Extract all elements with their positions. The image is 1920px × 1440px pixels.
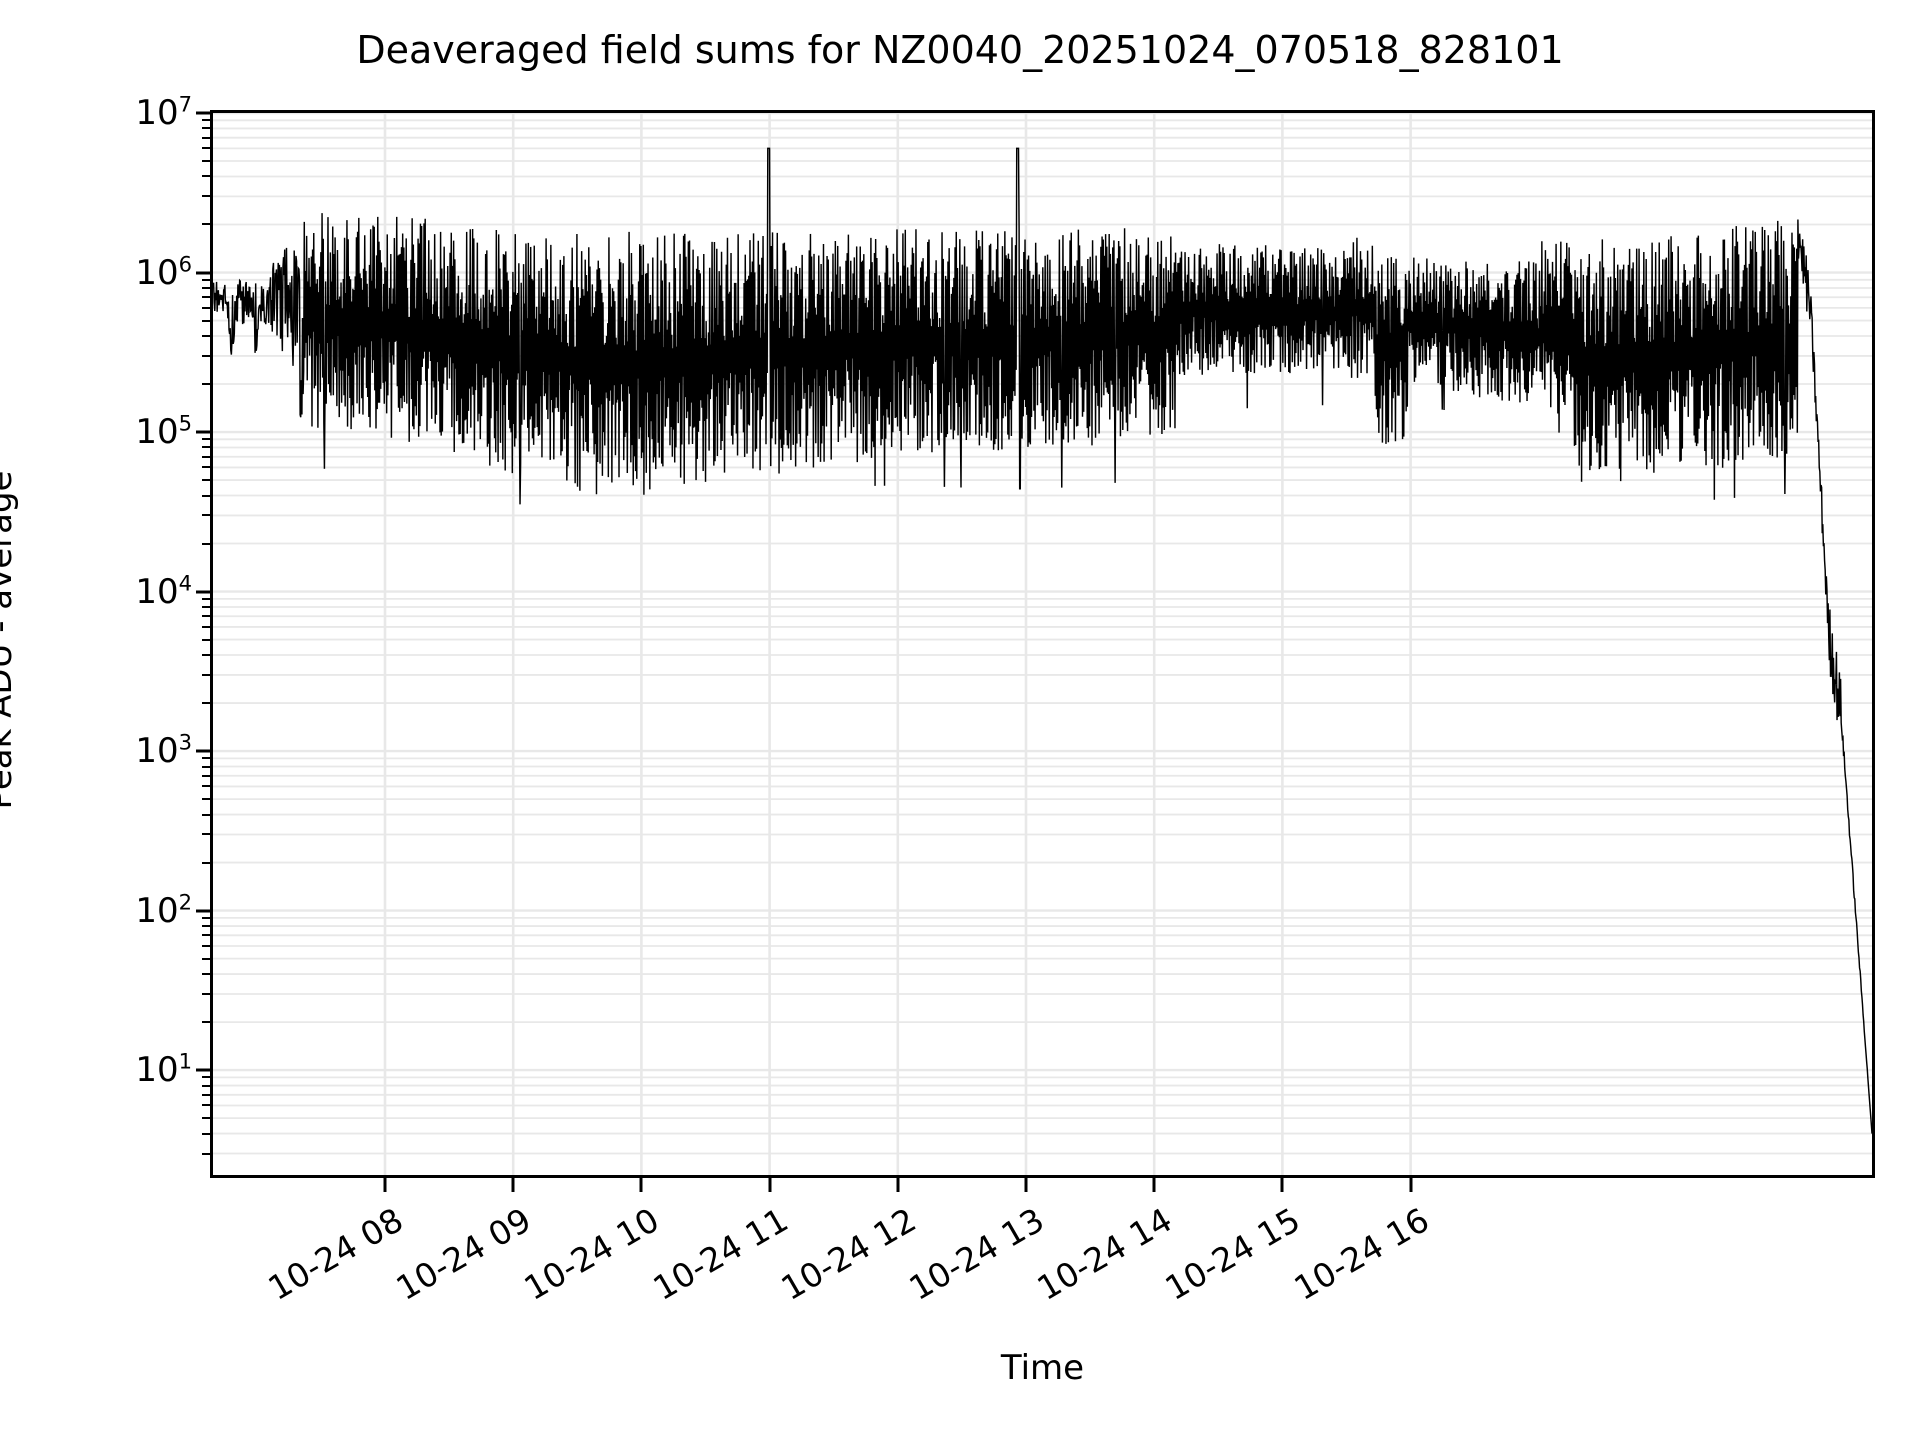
y-tick-minor-mark [202, 455, 210, 458]
y-tick-minor-mark [202, 957, 210, 960]
y-tick-minor-mark [202, 147, 210, 150]
y-tick-mark [196, 111, 210, 115]
y-tick-minor-mark [202, 757, 210, 760]
y-tick-minor-mark [202, 466, 210, 469]
y-tick-minor-mark [202, 973, 210, 976]
y-tick-minor-mark [202, 1093, 210, 1096]
x-tick-mark [511, 1178, 515, 1192]
y-tick-mark [196, 909, 210, 913]
y-tick-minor-mark [202, 597, 210, 600]
y-tick-label: 105 [135, 410, 192, 453]
plot-area [210, 110, 1875, 1178]
y-tick-minor-mark [202, 1104, 210, 1107]
y-tick-minor-mark [202, 615, 210, 618]
y-tick-minor-mark [202, 925, 210, 928]
y-tick-minor-mark [202, 278, 210, 281]
y-tick-label: 106 [135, 251, 192, 293]
y-tick-minor-mark [202, 383, 210, 385]
chart-title: Deaveraged field sums for NZ0040_2025102… [356, 28, 1564, 72]
y-tick-mark [196, 590, 210, 594]
y-tick-minor-mark [202, 944, 210, 947]
y-tick-minor-mark [202, 296, 210, 299]
y-tick-label: 103 [135, 729, 192, 772]
y-tick-minor-mark [202, 479, 210, 482]
x-tick-label: 10-24 08 [261, 1200, 410, 1308]
y-tick-minor-mark [202, 334, 210, 337]
y-tick-minor-mark [202, 765, 210, 768]
y-tick-minor-mark [202, 702, 210, 705]
x-tick-mark [896, 1178, 900, 1192]
x-tick-label: 10-24 13 [902, 1200, 1051, 1308]
x-tick-mark [1409, 1178, 1413, 1192]
y-tick-minor-mark [202, 992, 210, 995]
y-tick-minor-mark [202, 136, 210, 139]
x-tick-mark [1024, 1178, 1028, 1192]
x-tick-label: 10-24 12 [774, 1200, 923, 1308]
y-tick-minor-mark [202, 625, 210, 628]
y-tick-minor-mark [202, 673, 210, 676]
y-tick-minor-mark [202, 223, 210, 226]
y-tick-minor-mark [202, 319, 210, 322]
y-tick-minor-mark [202, 774, 210, 777]
y-tick-minor-mark [202, 127, 210, 130]
y-tick-label: 102 [135, 889, 192, 931]
y-tick-label: 104 [135, 570, 192, 612]
x-tick-mark [383, 1178, 387, 1192]
y-tick-label: 101 [135, 1048, 192, 1091]
y-tick-minor-mark [202, 833, 210, 836]
y-tick-mark [196, 749, 210, 753]
y-tick-minor-mark [202, 934, 210, 937]
y-tick-mark [196, 1068, 210, 1072]
y-tick-minor-mark [202, 175, 210, 178]
x-axis-label: Time [1000, 1348, 1085, 1388]
y-tick-label: 107 [135, 91, 192, 133]
y-tick-minor-mark [202, 119, 210, 122]
y-tick-minor-mark [202, 1084, 210, 1087]
y-tick-minor-mark [202, 354, 210, 357]
y-tick-minor-mark [202, 606, 210, 608]
data-series-line [213, 147, 1872, 1134]
y-tick-minor-mark [202, 813, 210, 816]
y-tick-minor-mark [202, 438, 210, 441]
y-tick-minor-mark [202, 1021, 210, 1024]
y-tick-minor-mark [202, 494, 210, 497]
y-axis-label: Peak ADU - average [0, 470, 20, 810]
x-tick-mark [1280, 1178, 1284, 1192]
y-tick-minor-mark [202, 798, 210, 801]
y-tick-minor-mark [202, 542, 210, 545]
y-tick-minor-mark [202, 1132, 210, 1135]
y-tick-minor-mark [202, 861, 210, 864]
y-tick-minor-mark [202, 638, 210, 641]
y-tick-minor-mark [202, 1152, 210, 1155]
y-tick-minor-mark [202, 916, 210, 919]
y-tick-minor-mark [202, 1117, 210, 1120]
x-tick-mark [639, 1178, 643, 1192]
y-tick-minor-mark [202, 286, 210, 289]
x-tick-mark [1152, 1178, 1156, 1192]
y-tick-minor-mark [202, 654, 210, 657]
y-tick-mark [196, 430, 210, 434]
x-tick-mark [768, 1178, 772, 1192]
y-tick-minor-mark [202, 446, 210, 449]
y-tick-minor-mark [202, 785, 210, 788]
y-tick-mark [196, 271, 210, 275]
y-tick-minor-mark [202, 514, 210, 517]
y-tick-minor-mark [202, 306, 210, 309]
y-tick-minor-mark [202, 195, 210, 198]
y-tick-minor-mark [202, 160, 210, 163]
y-tick-minor-mark [202, 1076, 210, 1079]
